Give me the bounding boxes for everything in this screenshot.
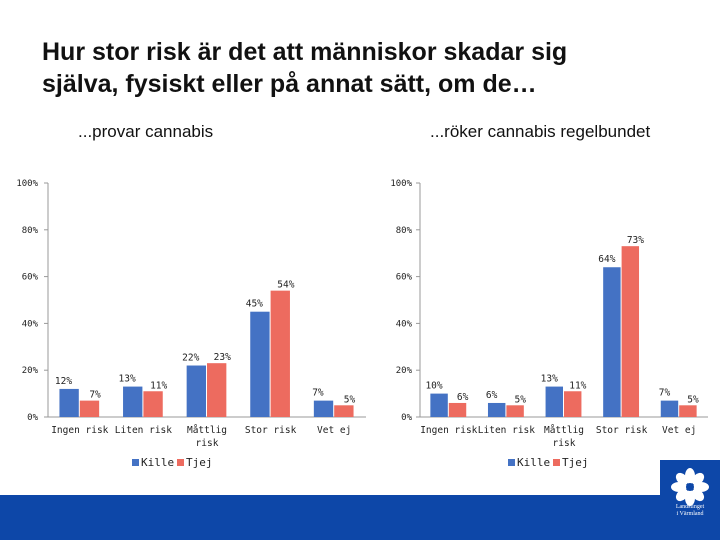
right-y-tick-label: 60%: [396, 273, 413, 283]
right-legend-label: Tjej: [562, 456, 589, 469]
right-legend-label: Kille: [517, 456, 550, 469]
right-bar-tjej: [506, 405, 524, 417]
flower-logo-icon: [671, 468, 709, 506]
left-data-label: 22%: [182, 353, 199, 364]
left-category-label: Liten risk: [115, 425, 172, 436]
left-y-tick-label: 40%: [22, 319, 39, 329]
left-y-tick-label: 60%: [22, 273, 39, 283]
left-bar-tjej: [79, 400, 100, 417]
left-bar-kille: [313, 400, 334, 417]
left-chart-subtitle: ...provar cannabis: [78, 122, 214, 141]
left-bar-tjej: [270, 290, 290, 417]
left-bar-kille: [123, 386, 143, 417]
right-legend-swatch-tjej: [553, 459, 560, 466]
right-bar-kille: [487, 402, 506, 417]
right-chart-subtitle: ...röker cannabis regelbundet: [430, 122, 651, 141]
left-y-tick-label: 80%: [22, 226, 39, 236]
left-data-label: 11%: [150, 380, 167, 391]
right-category-label: risk: [553, 438, 576, 449]
right-data-label: 73%: [627, 235, 644, 246]
right-category-label: Vet ej: [662, 425, 696, 436]
left-data-label: 7%: [89, 390, 101, 401]
right-chart: 0% 20% 40% 60% 80% 100% 10% 6% Ingen risk 6% 5% Lit…: [390, 179, 708, 469]
left-y-tick-label: 0%: [27, 413, 38, 423]
left-chart: 0% 20% 40% 60% 80% 100% 12% 7% Ingen risk 13% 11% L…: [16, 179, 366, 469]
left-data-label: 13%: [119, 374, 136, 385]
left-category-label: risk: [196, 438, 219, 449]
left-bar-tjej: [334, 405, 354, 417]
logo-text: Landstinget i Värmland: [675, 504, 705, 517]
right-category-label: Liten risk: [478, 425, 535, 436]
right-bar-tjej: [564, 391, 582, 417]
left-legend-swatch-kille: [132, 459, 139, 466]
right-data-label: 5%: [514, 394, 526, 405]
left-bar-tjej: [143, 391, 163, 417]
right-data-label: 64%: [598, 254, 615, 265]
right-bar-kille: [545, 386, 563, 417]
left-bar-kille: [186, 365, 206, 417]
logo-block: Landstinget i Värmland: [660, 460, 720, 540]
left-bar-kille: [59, 388, 79, 417]
left-data-label: 54%: [277, 280, 294, 291]
right-data-label: 13%: [541, 374, 558, 385]
right-bar-tjej: [448, 402, 467, 417]
slide-title: Hur stor risk är det att människor skada…: [42, 38, 568, 98]
left-data-label: 23%: [214, 352, 231, 363]
right-y-tick-label: 80%: [396, 226, 413, 236]
right-category-label: Stor risk: [596, 425, 648, 436]
right-bar-tjej: [621, 246, 640, 417]
left-y-tick-label: 100%: [16, 179, 38, 189]
right-legend-swatch-kille: [508, 459, 515, 466]
right-bar-kille: [603, 267, 621, 417]
right-y-tick-label: 0%: [401, 413, 412, 423]
left-legend-label: Kille: [141, 456, 174, 469]
left-category-label: Stor risk: [245, 425, 297, 436]
right-category-label: Ingen risk: [420, 425, 477, 436]
footer-bar: [0, 495, 720, 540]
left-bar-kille: [250, 311, 270, 417]
right-y-tick-label: 100%: [390, 179, 412, 189]
right-data-label: 7%: [659, 388, 671, 399]
left-data-label: 5%: [344, 394, 356, 405]
right-bar-tjej: [679, 405, 697, 417]
left-data-label: 45%: [246, 299, 263, 310]
right-y-tick-label: 20%: [396, 366, 413, 376]
right-data-label: 10%: [425, 381, 442, 392]
left-data-label: 7%: [312, 388, 324, 399]
left-y-tick-label: 20%: [22, 366, 39, 376]
left-legend-label: Tjej: [186, 456, 213, 469]
left-bar-tjej: [207, 363, 227, 417]
left-category-label: Vet ej: [317, 425, 351, 436]
left-category-label: Måttlig: [187, 425, 227, 436]
right-bar-kille: [430, 393, 448, 417]
charts-canvas: 0% 20% 40% 60% 80% 100% 12% 7% Ingen risk 13% 11% L…: [16, 179, 708, 469]
right-data-label: 6%: [486, 390, 498, 401]
left-category-label: Ingen risk: [51, 425, 108, 436]
left-data-label: 12%: [55, 376, 72, 387]
right-y-tick-label: 40%: [396, 319, 413, 329]
left-legend-swatch-tjej: [177, 459, 184, 466]
right-data-label: 6%: [457, 392, 469, 403]
right-data-label: 11%: [569, 380, 586, 391]
right-bar-kille: [660, 400, 679, 417]
right-data-label: 5%: [687, 394, 699, 405]
right-category-label: Måttlig: [544, 425, 584, 436]
